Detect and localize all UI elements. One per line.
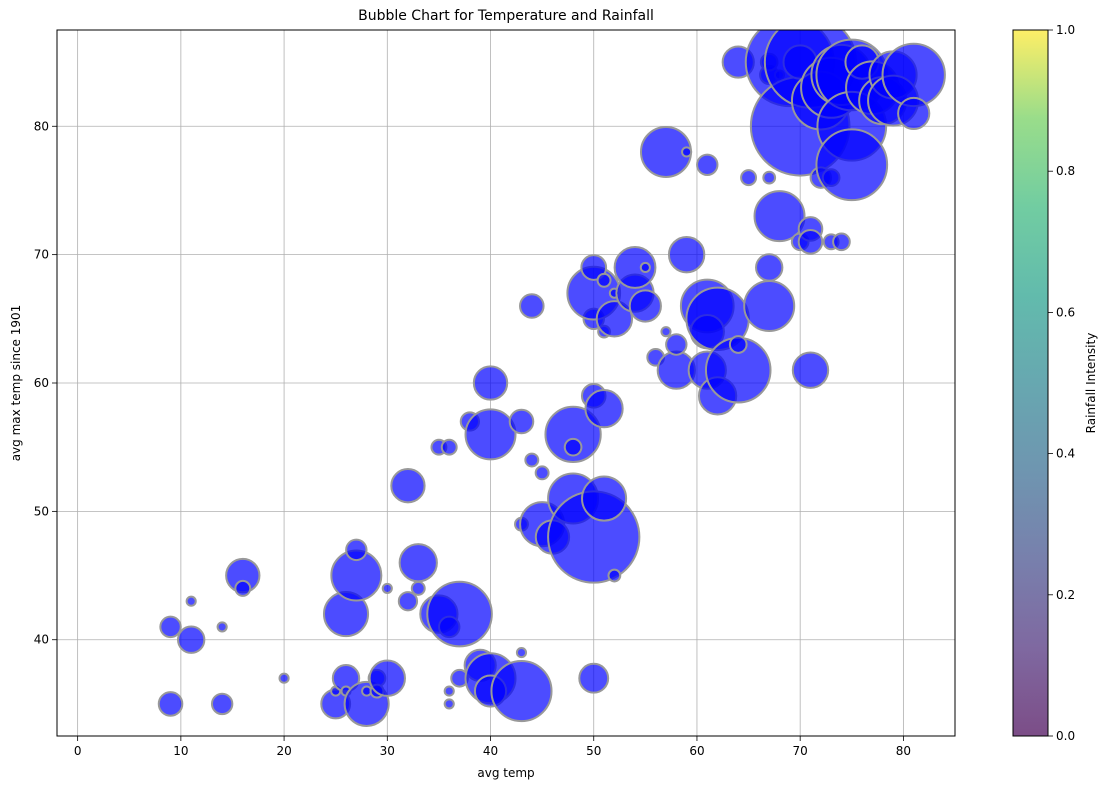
data-bubble	[534, 465, 550, 481]
data-bubble	[660, 326, 672, 338]
colorbar-label: Rainfall Intensity	[1084, 333, 1098, 434]
y-axis-label: avg max temp since 1901	[9, 305, 23, 462]
x-axis-label: avg temp	[477, 766, 534, 780]
data-bubble	[628, 289, 662, 323]
data-bubble	[595, 300, 634, 338]
data-bubble	[472, 365, 509, 401]
y-tick-label: 40	[34, 633, 49, 647]
data-bubble	[519, 293, 545, 319]
data-bubble	[278, 672, 290, 684]
data-bubble	[797, 229, 824, 255]
x-tick-label: 70	[793, 744, 808, 758]
bubbles	[157, 30, 946, 727]
data-bubble	[607, 568, 622, 583]
data-bubble	[728, 335, 748, 354]
axis-ticks: 0 10 20 30 40 50 60 70 80 40 50 60 70 80	[34, 119, 911, 758]
data-bubble	[584, 389, 624, 429]
data-bubble	[740, 169, 758, 187]
data-bubble	[897, 96, 931, 131]
x-tick-label: 50	[586, 744, 601, 758]
y-tick-label: 60	[34, 376, 49, 390]
data-bubble	[443, 685, 455, 697]
x-tick-label: 30	[380, 744, 395, 758]
data-bubble	[791, 351, 830, 389]
colorbar-tick-label: 1.0	[1056, 23, 1075, 37]
colorbar-frame	[1012, 29, 1049, 737]
data-bubble	[216, 621, 228, 633]
data-bubble	[580, 254, 608, 281]
data-bubble	[490, 660, 553, 723]
colorbar-ticks: 0.0 0.2 0.4 0.6 0.8 1.0	[1048, 23, 1075, 743]
y-tick-label: 80	[34, 119, 49, 133]
data-bubble	[639, 261, 651, 274]
data-bubble	[410, 580, 426, 596]
data-bubble	[398, 543, 438, 583]
data-bubble	[157, 691, 184, 717]
data-bubble	[762, 170, 777, 185]
data-bubble	[613, 246, 657, 289]
colorbar	[1013, 30, 1048, 736]
data-bubble	[681, 146, 693, 158]
data-bubble	[563, 437, 583, 457]
data-bubble	[390, 468, 426, 504]
x-tick-label: 0	[74, 744, 82, 758]
data-bubble	[177, 625, 206, 654]
data-bubble	[581, 475, 628, 522]
colorbar-tick-label: 0.6	[1056, 305, 1075, 319]
colorbar-tick-label: 0.2	[1056, 588, 1075, 602]
data-bubble	[210, 692, 234, 716]
x-tick-label: 40	[483, 744, 498, 758]
data-bubble	[667, 235, 706, 274]
chart-title: Bubble Chart for Temperature and Rainfal…	[358, 8, 654, 24]
data-bubble	[159, 615, 182, 639]
data-bubble	[743, 279, 796, 332]
data-bubble	[440, 438, 458, 456]
colorbar-tick-label: 0.4	[1056, 447, 1075, 461]
data-bubble	[234, 579, 252, 597]
data-bubble	[696, 153, 719, 176]
data-bubble	[578, 662, 610, 694]
data-bubble	[515, 646, 528, 659]
x-tick-label: 80	[896, 744, 911, 758]
data-bubble	[185, 595, 197, 607]
x-tick-label: 60	[689, 744, 704, 758]
data-bubble	[544, 405, 602, 463]
data-bubble	[832, 232, 851, 252]
colorbar-tick-label: 0.0	[1056, 729, 1075, 743]
data-bubble	[397, 591, 419, 612]
data-bubble	[464, 408, 517, 461]
data-bubble	[815, 128, 889, 202]
data-bubble	[345, 538, 368, 562]
x-tick-label: 20	[276, 744, 291, 758]
data-bubble	[665, 333, 688, 356]
data-bubble	[508, 408, 535, 435]
data-bubble	[443, 698, 455, 710]
data-bubble	[753, 190, 806, 243]
colorbar-tick-label: 0.8	[1056, 164, 1075, 178]
data-bubble	[426, 580, 493, 648]
data-bubble	[524, 452, 540, 468]
x-tick-label: 10	[173, 744, 188, 758]
data-bubble	[596, 272, 612, 288]
y-tick-label: 70	[34, 248, 49, 262]
y-tick-label: 50	[34, 504, 49, 518]
data-bubble	[368, 659, 406, 697]
data-bubble	[881, 42, 946, 108]
data-bubble	[381, 582, 393, 594]
data-bubble	[755, 253, 784, 282]
